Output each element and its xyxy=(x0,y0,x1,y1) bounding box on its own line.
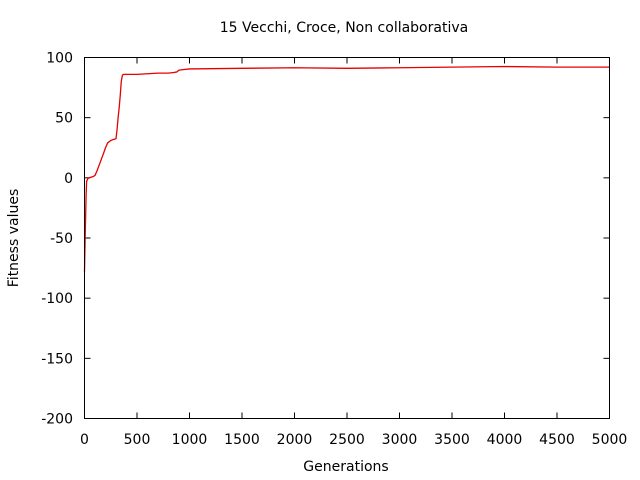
y-tick-label: 0 xyxy=(64,171,73,187)
axis-ticks: 0 500 1000 1500 2000 2500 3000 3500 4000 4500 5000… xyxy=(41,51,627,449)
x-tick-label: 4500 xyxy=(539,432,575,448)
x-tick-label: 4000 xyxy=(487,432,523,448)
y-tick-label: -200 xyxy=(41,412,73,428)
x-axis-label: Generations xyxy=(303,459,388,475)
y-tick-label: 100 xyxy=(46,51,73,67)
y-tick-label: 50 xyxy=(55,111,73,127)
series-line xyxy=(83,65,610,272)
x-tick-label: 2000 xyxy=(277,432,313,448)
x-tick-label: 0 xyxy=(80,432,89,448)
x-tick-label: 5000 xyxy=(592,432,628,448)
x-tick-label: 1000 xyxy=(172,432,208,448)
x-tick-label: 500 xyxy=(124,432,151,448)
plot-frame xyxy=(84,57,610,419)
y-tick-label: -150 xyxy=(41,351,73,367)
y-tick-label: -100 xyxy=(41,291,73,307)
y-tick-label: -50 xyxy=(50,231,73,247)
x-tick-label: 2500 xyxy=(329,432,365,448)
y-axis-label: Fitness values xyxy=(6,189,22,287)
x-tick-label: 3500 xyxy=(434,432,470,448)
x-tick-label: 3000 xyxy=(382,432,418,448)
chart-title: 15 Vecchi, Croce, Non collaborativa xyxy=(220,20,468,36)
x-tick-label: 1500 xyxy=(224,432,260,448)
series-layer xyxy=(83,65,610,272)
